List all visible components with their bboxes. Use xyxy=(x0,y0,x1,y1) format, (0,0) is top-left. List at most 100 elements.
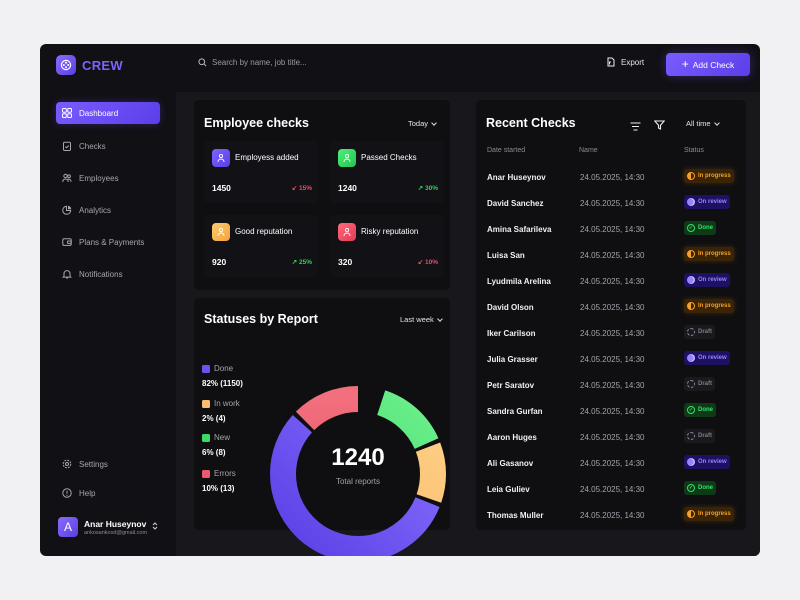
stat-delta: ↙ 15% xyxy=(291,185,312,192)
app-window: CREW Search by name, job title... Export… xyxy=(40,44,760,556)
legend-item-errors: Errors 10% (13) xyxy=(202,469,236,493)
status-label: Draft xyxy=(698,381,713,387)
status-label: Draft xyxy=(698,433,713,439)
stat-card-passed-checks[interactable]: Passed Checks 1240 ↗ 30% xyxy=(330,141,444,203)
add-check-label: Add Check xyxy=(692,59,735,70)
search-input[interactable]: Search by name, job title... xyxy=(198,58,307,67)
sidebar: Dashboard Checks Employees Analytics Pla… xyxy=(40,92,176,556)
legend-label: New xyxy=(214,433,231,442)
cell-name: David Sanchez xyxy=(487,199,544,208)
status-badge[interactable]: Draft xyxy=(684,429,716,443)
logo[interactable]: CREW xyxy=(56,55,123,75)
period-dropdown[interactable]: Last week xyxy=(400,315,443,324)
table-row[interactable]: Sandra Gurfan 24.05.2025, 14:30 ✓ Done xyxy=(476,399,746,425)
status-badge[interactable]: ✓ Done xyxy=(684,221,716,235)
dashed-circle-icon xyxy=(687,380,695,388)
period-label: Last week xyxy=(400,315,434,324)
recent-checks-panel: Recent Checks All time Date started Name… xyxy=(476,100,746,530)
app-name: CREW xyxy=(82,57,123,73)
check-circle-icon: ✓ xyxy=(687,484,695,492)
chevron-down-icon xyxy=(713,119,720,126)
sidebar-item-employees[interactable]: Employees xyxy=(56,167,160,189)
segment-errors xyxy=(270,386,446,556)
table-row[interactable]: Amina Safarileva 24.05.2025, 14:30 ✓ Done xyxy=(476,217,746,243)
table-row[interactable]: Ali Gasanov 24.05.2025, 14:30 On review xyxy=(476,451,746,477)
filter-icon[interactable] xyxy=(653,117,666,135)
status-badge[interactable]: In progress xyxy=(684,247,734,261)
table-row[interactable]: David Sanchez 24.05.2025, 14:30 On review xyxy=(476,191,746,217)
cell-name: Sandra Gurfan xyxy=(487,407,543,416)
status-badge[interactable]: In progress xyxy=(684,507,734,521)
sidebar-item-label: Notifications xyxy=(79,269,123,279)
cell-name: Julia Grasser xyxy=(487,355,538,364)
status-label: On review xyxy=(698,459,727,465)
table-row[interactable]: David Olson 24.05.2025, 14:30 In progress xyxy=(476,295,746,321)
bell-icon xyxy=(62,269,72,279)
table-row[interactable]: Anar Huseynov 24.05.2025, 14:30 In progres… xyxy=(476,165,746,191)
half-circle-icon xyxy=(687,302,695,310)
donut-chart: 1240 Total reports xyxy=(270,386,446,556)
stat-card-employees-added[interactable]: Employess added 1450 ↙ 15% xyxy=(204,141,318,203)
sidebar-item-help[interactable]: Help xyxy=(56,482,160,504)
review-icon xyxy=(687,458,695,466)
search-placeholder: Search by name, job title... xyxy=(212,58,307,67)
cell-date: 24.05.2025, 14:30 xyxy=(580,225,645,234)
export-icon xyxy=(607,57,615,67)
cell-date: 24.05.2025, 14:30 xyxy=(580,329,645,338)
cell-name: Lyudmila Arelina xyxy=(487,277,551,286)
status-badge[interactable]: Draft xyxy=(684,377,716,391)
cell-date: 24.05.2025, 14:30 xyxy=(580,433,645,442)
review-icon xyxy=(687,276,695,284)
table-row[interactable]: Aaron Huges 24.05.2025, 14:30 Draft xyxy=(476,425,746,451)
stat-card-risky-reputation[interactable]: Risky reputation 320 ↙ 10% xyxy=(330,215,444,277)
period-dropdown[interactable]: All time xyxy=(686,119,720,128)
stat-card-good-reputation[interactable]: Good reputation 920 ↗ 25% xyxy=(204,215,318,277)
table-row[interactable]: Luisa San 24.05.2025, 14:30 In progress xyxy=(476,243,746,269)
table-row[interactable]: Iker Carilson 24.05.2025, 14:30 Draft xyxy=(476,321,746,347)
column-header-date[interactable]: Date started xyxy=(487,147,526,154)
table-row[interactable]: Lyudmila Arelina 24.05.2025, 14:30 On revi… xyxy=(476,269,746,295)
status-badge[interactable]: In progress xyxy=(684,299,734,313)
add-check-button[interactable]: + Add Check xyxy=(666,53,750,76)
user-add-icon xyxy=(212,149,230,167)
status-badge[interactable]: On review xyxy=(684,351,730,365)
legend-swatch xyxy=(202,399,210,408)
status-badge[interactable]: Draft xyxy=(684,325,716,339)
wallet-icon xyxy=(62,237,72,247)
plus-icon: + xyxy=(681,57,689,71)
table-row[interactable]: Petr Saratov 24.05.2025, 14:30 Draft xyxy=(476,373,746,399)
sidebar-item-settings[interactable]: Settings xyxy=(56,453,160,475)
user-star-icon xyxy=(212,223,230,241)
employee-checks-panel: Employee checks Today Employess added 14… xyxy=(194,100,450,290)
user-check-icon xyxy=(338,149,356,167)
chevron-up-down-icon[interactable] xyxy=(152,521,158,532)
sidebar-item-dashboard[interactable]: Dashboard xyxy=(56,102,160,124)
column-header-name[interactable]: Name xyxy=(579,147,598,154)
status-badge[interactable]: In progress xyxy=(684,169,734,183)
status-label: On review xyxy=(698,277,727,283)
status-badge[interactable]: ✓ Done xyxy=(684,481,716,495)
cell-date: 24.05.2025, 14:30 xyxy=(580,199,645,208)
table-row[interactable]: Thomas Muller 24.05.2025, 14:30 In progres… xyxy=(476,503,746,529)
export-button[interactable]: Export xyxy=(606,57,644,67)
gear-icon xyxy=(62,459,72,469)
period-dropdown[interactable]: Today xyxy=(408,119,437,128)
status-badge[interactable]: On review xyxy=(684,455,730,469)
panel-title: Statuses by Report xyxy=(204,312,318,326)
cell-name: David Olson xyxy=(487,303,534,312)
legend-item-in-work: In work 2% (4) xyxy=(202,399,240,423)
table-row[interactable]: Leia Guliev 24.05.2025, 14:30 ✓ Done xyxy=(476,477,746,503)
status-badge[interactable]: ✓ Done xyxy=(684,403,716,417)
sidebar-item-checks[interactable]: Checks xyxy=(56,135,160,157)
sidebar-item-plans-payments[interactable]: Plans & Payments xyxy=(56,231,160,253)
cell-date: 24.05.2025, 14:30 xyxy=(580,485,645,494)
status-badge[interactable]: On review xyxy=(684,273,730,287)
column-header-status[interactable]: Status xyxy=(684,147,704,154)
user-profile[interactable]: A Anar Huseynov ankosankosd@gmail.com xyxy=(58,517,158,537)
avatar: A xyxy=(58,517,78,537)
table-row[interactable]: Julia Grasser 24.05.2025, 14:30 On review xyxy=(476,347,746,373)
sidebar-item-analytics[interactable]: Analytics xyxy=(56,199,160,221)
sidebar-item-notifications[interactable]: Notifications xyxy=(56,263,160,285)
sort-icon[interactable] xyxy=(630,118,641,136)
status-badge[interactable]: On review xyxy=(684,195,730,209)
